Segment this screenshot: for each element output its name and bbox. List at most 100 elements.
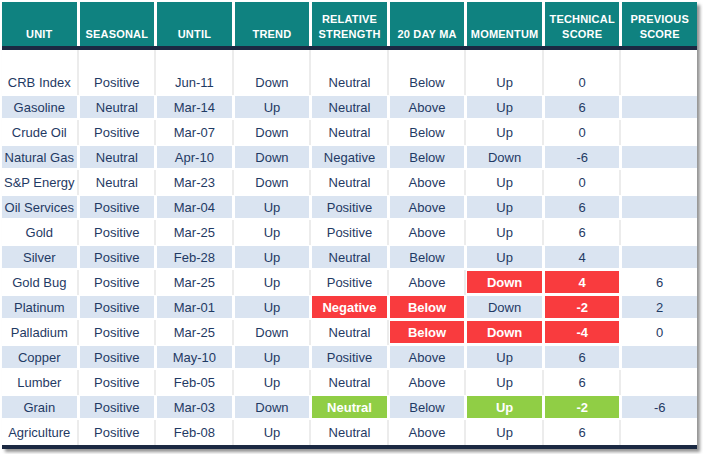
cell-previous-score [622,420,697,445]
table-row: SilverPositiveFeb-28UpNeutralBelowUp4 [2,245,697,270]
cell-momentum: Up [467,370,542,395]
cell-unit: CRB Index [2,70,77,95]
column-header-seasonal: SEASONAL [80,2,155,46]
cell-previous-score [622,145,697,170]
cell-previous-score [622,370,697,395]
cell-until: Mar-04 [157,195,232,220]
cell-unit: Silver [2,245,77,270]
cell-trend: Up [235,295,310,320]
column-header-ma-20: 20 DAY MA [390,2,465,46]
cell-previous-score [622,245,697,270]
cell-seasonal: Positive [80,395,155,420]
cell-previous-score: 6 [622,270,697,295]
column-header-momentum: MOMENTUM [467,2,542,46]
cell-momentum: Up [467,245,542,270]
table-row: AgriculturePositiveFeb-08UpNeutralAboveU… [2,420,697,445]
table-row: S&P EnergyNeutralMar-23DownNeutralAboveU… [2,170,697,195]
cell-until: Mar-14 [157,95,232,120]
cell-unit: S&P Energy [2,170,77,195]
cell-momentum: Up [467,70,542,95]
cell-ma-20: Above [390,370,465,395]
spacer-cell-seasonal [80,50,155,70]
cell-trend: Up [235,270,310,295]
cell-unit: Natural Gas [2,145,77,170]
cell-until: Apr-10 [157,145,232,170]
cell-technical-score: -2 [545,295,620,320]
cell-ma-20: Above [390,195,465,220]
cell-relative-strength: Neutral [312,395,387,420]
cell-momentum: Up [467,170,542,195]
cell-ma-20: Above [390,270,465,295]
spacer-cell-momentum [467,50,542,70]
column-header-relative-strength: RELATIVE STRENGTH [312,2,387,46]
spacer-cell-until [157,50,232,70]
cell-until: May-10 [157,345,232,370]
cell-unit: Gasoline [2,95,77,120]
cell-previous-score [622,220,697,245]
cell-technical-score: -4 [545,320,620,345]
cell-unit: Oil Services [2,195,77,220]
cell-until: Mar-25 [157,220,232,245]
cell-unit: Grain [2,395,77,420]
cell-trend: Down [235,120,310,145]
cell-technical-score: 0 [545,70,620,95]
cell-unit: Copper [2,345,77,370]
spacer-cell-trend [235,50,310,70]
table-row: Gold BugPositiveMar-25UpPositiveAboveDow… [2,270,697,295]
spacer-cell-technical-score [545,50,620,70]
cell-trend: Up [235,420,310,445]
table-row: LumberPositiveFeb-05UpNeutralAboveUp6 [2,370,697,395]
cell-momentum: Up [467,195,542,220]
spacer-cell-unit [2,50,77,70]
table-row: PalladiumPositiveMar-25DownNeutralBelowD… [2,320,697,345]
column-header-trend: TREND [235,2,310,46]
cell-until: Jun-11 [157,70,232,95]
cell-technical-score: 6 [545,195,620,220]
cell-relative-strength: Negative [312,295,387,320]
column-header-until: UNTIL [157,2,232,46]
table-header-row: UNIT SEASONAL UNTIL TREND RELATIVE STREN… [2,2,697,46]
column-header-unit: UNIT [2,2,77,46]
cell-trend: Down [235,145,310,170]
spacer-cell-relative-strength [312,50,387,70]
cell-unit: Agriculture [2,420,77,445]
table-row: Natural GasNeutralApr-10DownNegativeBelo… [2,145,697,170]
cell-until: Feb-28 [157,245,232,270]
cell-seasonal: Positive [80,70,155,95]
table-row: PlatinumPositiveMar-01UpNegativeBelowDow… [2,295,697,320]
cell-technical-score: 6 [545,220,620,245]
cell-momentum: Up [467,420,542,445]
cell-relative-strength: Neutral [312,95,387,120]
cell-momentum: Down [467,145,542,170]
cell-unit: Gold [2,220,77,245]
cell-seasonal: Positive [80,370,155,395]
cell-momentum: Up [467,120,542,145]
cell-ma-20: Below [390,320,465,345]
cell-trend: Up [235,95,310,120]
cell-seasonal: Positive [80,420,155,445]
cell-momentum: Down [467,295,542,320]
cell-ma-20: Below [390,120,465,145]
cell-previous-score: -6 [622,395,697,420]
cell-until: Feb-05 [157,370,232,395]
cell-unit: Crude Oil [2,120,77,145]
cell-technical-score: 0 [545,120,620,145]
cell-ma-20: Above [390,170,465,195]
table-row: GrainPositiveMar-03DownNeutralBelowUp-2-… [2,395,697,420]
cell-relative-strength: Positive [312,195,387,220]
spacer-row [2,50,697,70]
cell-technical-score: 4 [545,270,620,295]
cell-relative-strength: Neutral [312,70,387,95]
cell-relative-strength: Positive [312,220,387,245]
cell-technical-score: 4 [545,245,620,270]
cell-unit: Gold Bug [2,270,77,295]
cell-previous-score: 0 [622,320,697,345]
cell-relative-strength: Neutral [312,420,387,445]
cell-technical-score: 0 [545,170,620,195]
cell-relative-strength: Neutral [312,245,387,270]
cell-ma-20: Below [390,395,465,420]
cell-until: Mar-25 [157,320,232,345]
cell-seasonal: Neutral [80,170,155,195]
cell-relative-strength: Neutral [312,320,387,345]
cell-seasonal: Positive [80,195,155,220]
